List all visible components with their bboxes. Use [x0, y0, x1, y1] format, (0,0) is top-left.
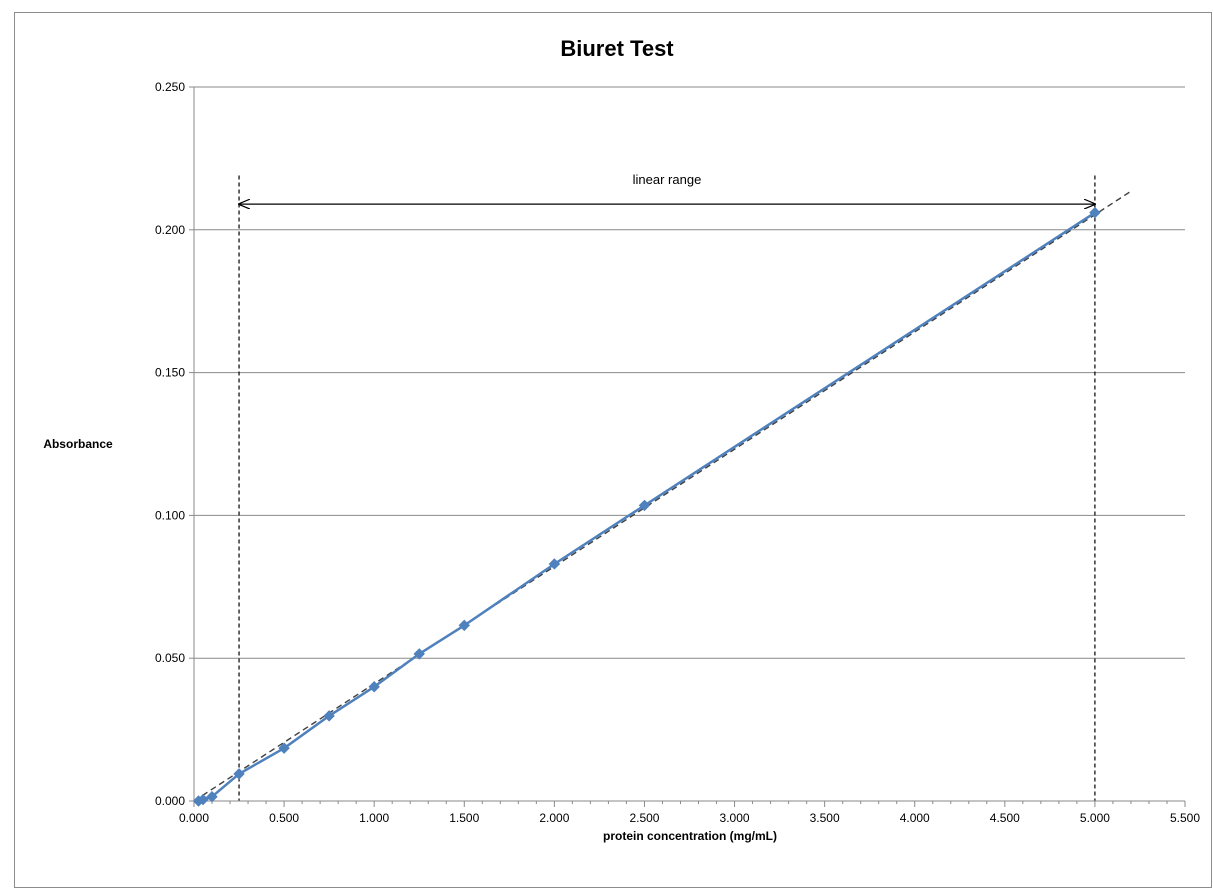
data-point-1 [197, 793, 209, 806]
x-tick-label-3: 1.500 [449, 811, 479, 825]
x-tick-label-5: 2.500 [629, 811, 659, 825]
y-tick-label-1: 0.050 [155, 651, 185, 665]
gridlines [194, 86, 1185, 659]
linear-range-label: linear range [633, 172, 702, 187]
data-point-9 [548, 558, 561, 570]
data-point-11 [1089, 206, 1101, 219]
x-tick-label-10: 5.000 [1080, 811, 1110, 825]
series-layer [192, 206, 1101, 807]
chart-frame [14, 12, 1212, 888]
x-tick-label-9: 4.500 [990, 811, 1020, 825]
data-point-5 [323, 710, 335, 722]
y-tick-label-4: 0.200 [155, 223, 185, 237]
data-point-2 [206, 791, 218, 803]
x-tick-label-8: 4.000 [900, 811, 930, 825]
x-tick-label-0: 0.000 [179, 811, 209, 825]
data-point-4 [278, 742, 290, 754]
y-tick-label-2: 0.100 [155, 508, 185, 522]
y-axis-title: Absorbance [43, 437, 113, 451]
y-tick-label-5: 0.250 [155, 80, 185, 94]
x-tick-label-4: 2.000 [539, 811, 569, 825]
trendline-layer [193, 190, 1132, 802]
x-tick-label-7: 3.500 [810, 811, 840, 825]
x-tick-label-6: 3.000 [720, 811, 750, 825]
axes: 0.000 0.050 0.100 0.150 0.200 0.250 0.000 0.500… [155, 80, 1200, 825]
annotation-layer: linear range [239, 172, 1095, 801]
trendline [193, 190, 1132, 802]
data-point-7 [413, 648, 425, 660]
data-point-10 [638, 499, 651, 512]
data-point-8 [458, 619, 470, 632]
x-tick-label-1: 0.500 [269, 811, 299, 825]
data-point-3 [233, 768, 245, 780]
chart-title: Biuret Test [560, 36, 674, 61]
x-tick-label-11: 5.500 [1170, 811, 1200, 825]
y-tick-label-3: 0.150 [155, 366, 185, 380]
x-axis-title: protein concentration (mg/mL) [603, 829, 777, 843]
data-point-6 [368, 681, 380, 693]
x-tick-label-2: 1.000 [359, 811, 389, 825]
y-tick-label-0: 0.000 [155, 794, 185, 808]
